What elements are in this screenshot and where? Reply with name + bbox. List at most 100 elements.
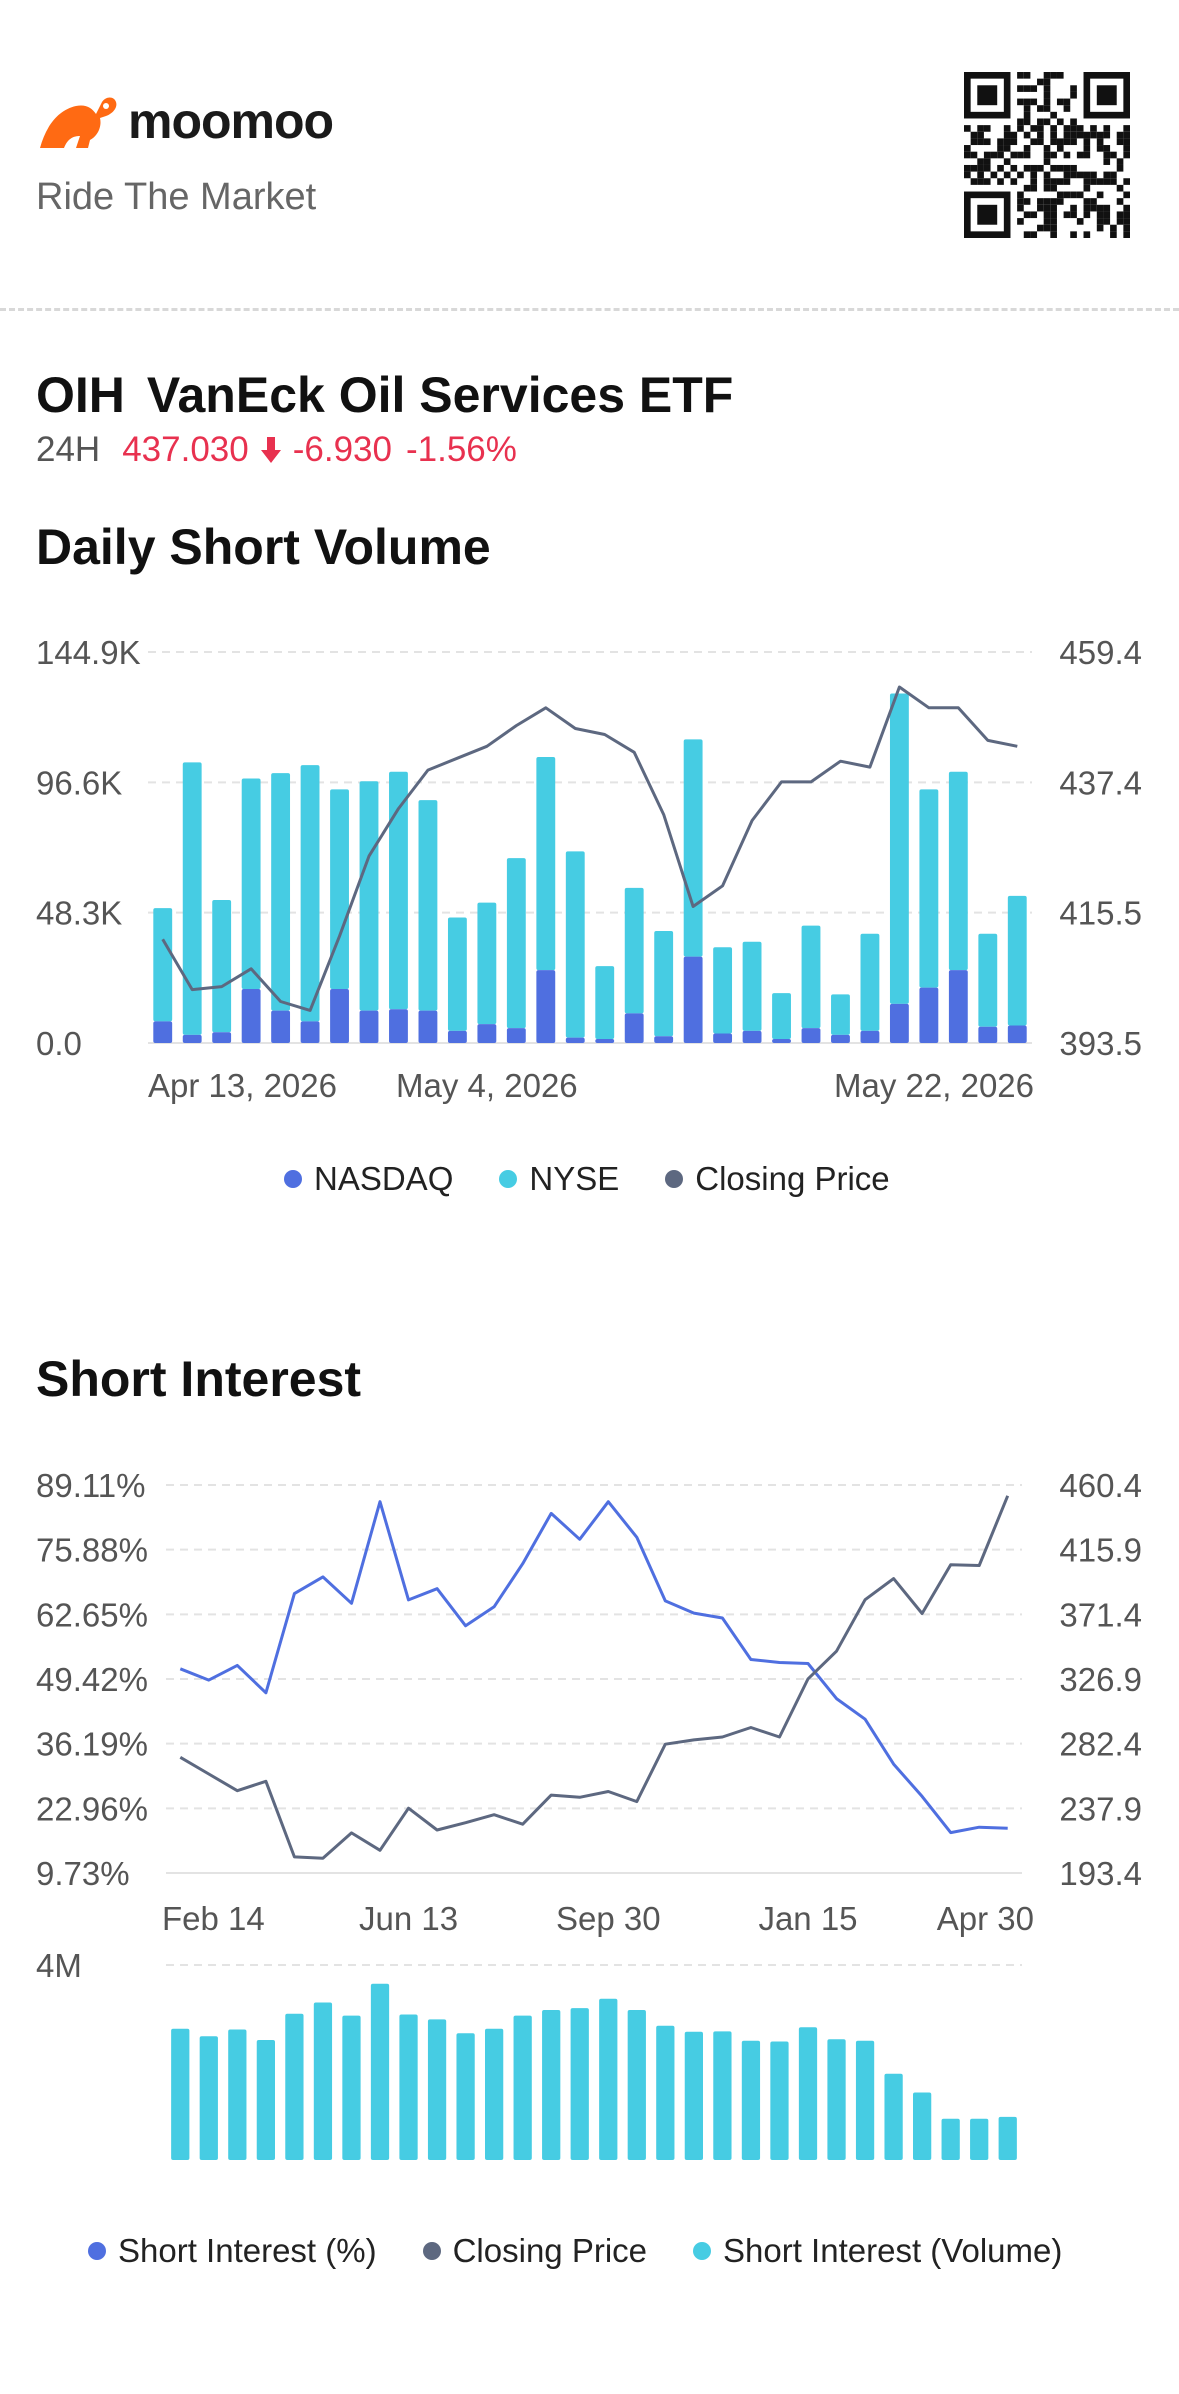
qr-module [1023, 98, 1031, 106]
bar-short-interest-volume [342, 2015, 361, 2160]
legend-item[interactable]: Closing Price [665, 1160, 890, 1198]
bar-short-interest-volume [770, 2041, 789, 2160]
qr-module [1096, 145, 1104, 152]
x-tick-label: Jun 13 [359, 1900, 458, 1937]
bar-short-interest-volume [542, 2010, 561, 2160]
y-tick-left: 96.6K [36, 764, 122, 801]
bar-nyse [241, 778, 261, 990]
bar-short-interest-volume [627, 2010, 646, 2160]
qr-module [983, 178, 991, 185]
qr-module [1017, 191, 1024, 199]
qr-module [970, 178, 978, 185]
qr-module [1096, 211, 1104, 219]
y-tick-right: 237.9 [1059, 1790, 1142, 1827]
qr-module [997, 138, 1004, 146]
qr-module [983, 158, 991, 165]
qr-module [1043, 78, 1051, 86]
qr-module [1103, 218, 1111, 225]
qr-module [1050, 164, 1057, 172]
bar-nyse [359, 781, 379, 1011]
bar-nasdaq [595, 1038, 615, 1043]
qr-module [1023, 72, 1031, 79]
qr-module [1010, 138, 1018, 146]
qr-code-icon [964, 72, 1130, 238]
qr-module [1063, 178, 1071, 185]
qr-module [1076, 218, 1084, 225]
qr-module [1070, 211, 1077, 219]
qr-module [1023, 85, 1031, 92]
bar-nyse [300, 765, 320, 1022]
qr-module [977, 138, 984, 146]
legend-dot-icon [422, 2242, 441, 2260]
qr-module [1043, 118, 1051, 126]
qr-module [1043, 204, 1051, 212]
bar-nasdaq [948, 970, 968, 1043]
bar-nasdaq [506, 1028, 526, 1043]
qr-module [1083, 171, 1091, 179]
closing-price-line [161, 685, 1018, 1012]
qr-module [1056, 198, 1064, 205]
qr-module [1056, 72, 1064, 79]
qr-module [977, 164, 984, 172]
qr-module [1050, 198, 1057, 205]
ticker: OIH [36, 367, 125, 423]
qr-module [1056, 164, 1064, 172]
qr-module [1017, 98, 1024, 106]
qr-module [1103, 178, 1111, 185]
y-tick-right: 326.9 [1059, 1661, 1142, 1698]
daily-short-volume-title: Daily Short Volume [36, 519, 491, 575]
bar-nasdaq [182, 1034, 202, 1043]
qr-module [1096, 178, 1104, 185]
y-tick-left: 75.88% [36, 1532, 148, 1569]
bar-nasdaq [772, 1038, 791, 1043]
y-tick-left: 144.9K [36, 634, 141, 671]
security-name: VanEck Oil Services ETF [146, 367, 734, 423]
bar-nyse [948, 771, 968, 971]
legend-item[interactable]: NYSE [499, 1160, 619, 1198]
qr-module [1050, 151, 1057, 159]
bar-nyse [330, 789, 349, 990]
bar-nasdaq [241, 989, 261, 1043]
qr-module [1056, 191, 1064, 199]
qr-module [1043, 91, 1051, 99]
qr-module [1043, 98, 1051, 106]
qr-module [1050, 125, 1057, 132]
qr-module [1096, 138, 1104, 146]
qr-module [1123, 218, 1130, 225]
qr-module [964, 164, 971, 172]
bar-nyse [595, 966, 615, 1039]
bar-short-interest-volume [741, 2040, 761, 2160]
qr-module [1116, 158, 1124, 165]
qr-module [1116, 218, 1124, 225]
qr-module [1070, 231, 1077, 238]
qr-finder-core [977, 204, 998, 225]
qr-module [964, 151, 971, 159]
bar-nyse [624, 887, 644, 1014]
qr-module [983, 151, 991, 159]
qr-module [1116, 184, 1124, 192]
qr-module [1110, 224, 1117, 232]
qr-module [1070, 138, 1077, 146]
qr-module [1050, 72, 1057, 79]
bar-short-interest-volume [599, 1998, 618, 2160]
qr-module [1023, 131, 1031, 139]
qr-module [977, 171, 984, 179]
qr-module [1070, 118, 1077, 126]
legend-label: NASDAQ [314, 1160, 454, 1197]
legend-item[interactable]: NASDAQ [284, 1160, 453, 1198]
brand-logo: moomoo [36, 92, 334, 150]
y-tick-left: 48.3K [36, 895, 122, 932]
legend-item[interactable]: Closing Price [422, 2232, 647, 2270]
qr-module [1043, 198, 1051, 205]
qr-module [1116, 131, 1124, 139]
legend-dot-icon [88, 2242, 106, 2260]
qr-module [1037, 125, 1044, 132]
qr-module [1037, 164, 1044, 172]
qr-module [997, 151, 1004, 159]
bar-short-interest-volume [998, 2116, 1017, 2160]
legend-item[interactable]: Short Interest (%) [88, 2232, 377, 2270]
moomoo-bull-icon [40, 97, 117, 148]
bar-short-interest-volume [827, 2039, 846, 2160]
page-header: moomoo Ride The Market [0, 0, 1179, 310]
legend-item[interactable]: Short Interest (Volume) [693, 2232, 1062, 2270]
